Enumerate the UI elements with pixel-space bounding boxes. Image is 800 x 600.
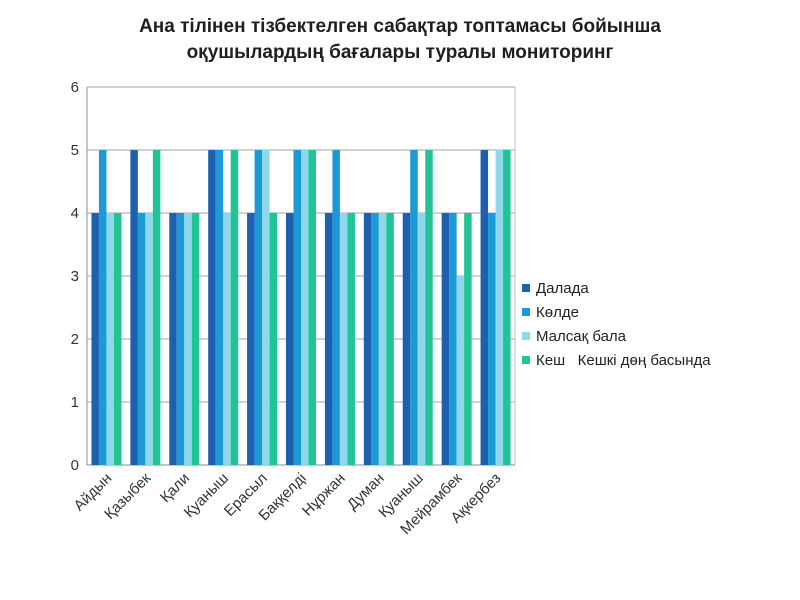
bar (347, 213, 355, 465)
y-tick-label: 3 (71, 268, 79, 285)
bar (269, 213, 278, 465)
bar (488, 213, 496, 465)
bar (480, 150, 489, 465)
bar (456, 276, 465, 465)
legend-label: Кеш Кешкі дөң басында (536, 351, 711, 369)
legend-label: Малсақ бала (536, 327, 627, 345)
legend-label: Далада (536, 279, 589, 297)
bar (152, 150, 161, 465)
bar (247, 213, 255, 465)
x-category-label: Қали (157, 470, 193, 506)
bar (441, 213, 450, 465)
bar (145, 213, 153, 465)
legend-item: Кеш Кешкі дөң басында (522, 348, 711, 372)
bar (169, 213, 177, 465)
legend-swatch (522, 356, 530, 364)
bar (378, 213, 387, 465)
legend-swatch (522, 332, 530, 340)
bar (254, 150, 263, 465)
legend-item: Малсақ бала (522, 324, 711, 348)
bar (130, 150, 138, 465)
chart-title-line-1: Ана тілінен тізбектелген сабақтар топтам… (139, 16, 661, 37)
bar (98, 150, 107, 465)
legend-item: Көлде (522, 300, 711, 324)
bar (286, 213, 294, 465)
bar (339, 213, 348, 465)
bar (91, 213, 99, 465)
bar (402, 213, 411, 465)
bar (371, 213, 379, 465)
bar (301, 150, 309, 465)
bar (106, 213, 114, 465)
bar (324, 213, 333, 465)
bar (495, 150, 504, 465)
bar (223, 213, 231, 465)
bar (449, 213, 457, 465)
bar (386, 213, 394, 465)
bar (464, 213, 472, 465)
y-tick-label: 1 (71, 394, 79, 411)
bar (113, 213, 122, 465)
bar (417, 213, 426, 465)
legend-swatch (522, 284, 530, 292)
bar (184, 213, 192, 465)
bar (176, 213, 185, 465)
bar (308, 150, 316, 465)
bar (262, 150, 270, 465)
bar (332, 150, 340, 465)
y-tick-label: 0 (71, 457, 79, 474)
y-tick-label: 2 (71, 331, 79, 348)
y-tick-label: 4 (71, 205, 79, 222)
bar (215, 150, 224, 465)
bar (137, 213, 146, 465)
x-category-label: Нұржан (299, 470, 349, 520)
chart-title: Ана тілінен тізбектелген сабақтар топтам… (0, 14, 800, 66)
bar (503, 150, 511, 465)
bar (230, 150, 239, 465)
legend-swatch (522, 308, 530, 316)
bar (363, 213, 372, 465)
bar (208, 150, 216, 465)
chart-title-line-2: оқушылардың бағалары туралы мониторинг (186, 42, 614, 63)
bar (293, 150, 301, 465)
bar (410, 150, 418, 465)
legend: Далада Көлде Малсақ бала Кеш Кешкі дөң басы… (522, 276, 711, 372)
bar (191, 213, 200, 465)
y-tick-label: 5 (71, 142, 79, 159)
legend-item: Далада (522, 276, 711, 300)
bar (425, 150, 433, 465)
legend-label: Көлде (536, 303, 579, 321)
y-tick-label: 6 (71, 79, 79, 96)
